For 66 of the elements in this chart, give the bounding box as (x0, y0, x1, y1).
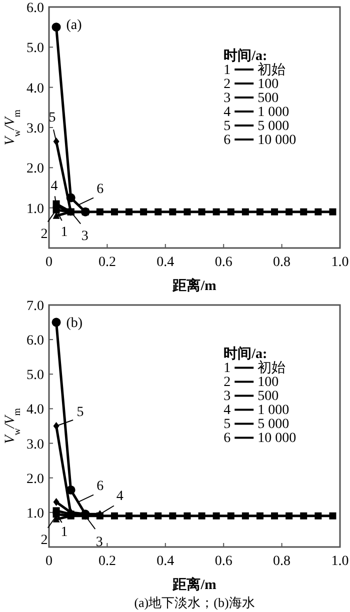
text: 5 (224, 417, 231, 432)
y-tick-label: 5.0 (26, 41, 44, 56)
text: 3 (224, 389, 231, 404)
x-tick-label: 0.2 (98, 255, 116, 270)
legend-label: 初始 (258, 62, 286, 78)
text: 2 (224, 375, 231, 390)
text: (a) (66, 18, 82, 33)
y-tick-label: 2.0 (26, 162, 44, 177)
legend-label: 10 000 (258, 431, 296, 446)
y-tick-label: 4.0 (26, 402, 44, 418)
y-tick-label: 6.0 (26, 1, 44, 16)
text: 5 (224, 119, 231, 134)
x-tick-label: 0.2 (98, 554, 116, 569)
y-tick-label: 3.0 (26, 437, 44, 452)
text: 1 (224, 361, 231, 376)
legend-label: 初始 (258, 360, 286, 376)
annotation: 4 (50, 178, 58, 194)
x-axis-title: 距离/m (172, 277, 217, 294)
text: 2 (224, 77, 231, 92)
annotation: 6 (96, 479, 104, 494)
annotation: 3 (81, 228, 88, 244)
text: 4 (224, 403, 231, 418)
y-tick-label: 7.0 (26, 299, 44, 314)
legend-label: 100 (258, 77, 279, 92)
text: 3 (224, 91, 231, 106)
legend-label: 500 (258, 91, 279, 106)
x-tick-label: 0.8 (273, 255, 291, 270)
legend-label: 1 000 (258, 105, 290, 120)
y-tick-label: 5.0 (26, 368, 44, 384)
legend-label: 10 000 (258, 133, 296, 148)
x-tick-label: 0.4 (156, 255, 174, 270)
legend-label: 1 000 (258, 403, 290, 418)
legend-label: 5 000 (258, 417, 290, 432)
text: 1 (224, 63, 231, 78)
legend-label: 5 000 (258, 119, 290, 134)
y-tick-label: 6.0 (26, 334, 44, 349)
annotation: 3 (96, 534, 103, 550)
text: (a)地下淡水；(b)海水 (134, 595, 255, 610)
x-tick-label: 0.6 (214, 255, 232, 270)
annotation: 1 (60, 525, 68, 540)
x-tick-label: 0.4 (156, 554, 174, 569)
y-tick-label: 3.0 (26, 122, 44, 136)
annotation: 2 (40, 532, 48, 548)
annotation: 1 (60, 224, 68, 240)
y-tick-label: 1.0 (26, 202, 44, 217)
x-tick-label: 1.0 (331, 554, 349, 569)
annotation: 6 (96, 182, 104, 198)
x-tick-label: 0 (46, 255, 52, 270)
annotation: 4 (116, 489, 124, 504)
x-tick-label: 0.8 (273, 554, 291, 569)
x-axis-title: 距离/m (172, 576, 217, 593)
text: (b) (66, 316, 83, 331)
legend-label: 100 (258, 375, 279, 390)
x-tick-label: 0.6 (214, 554, 232, 569)
text: 4 (224, 105, 231, 120)
annotation: 5 (48, 110, 56, 126)
annotation: 2 (40, 226, 48, 242)
annotation: 5 (76, 405, 84, 420)
legend-label: 500 (258, 389, 279, 404)
y-tick-label: 4.0 (26, 81, 44, 96)
x-tick-label: 0 (46, 554, 52, 569)
text: 6 (224, 133, 231, 148)
text: 6 (224, 431, 231, 446)
y-tick-label: 2.0 (26, 472, 44, 487)
x-tick-label: 1.0 (331, 255, 349, 270)
y-tick-label: 1.0 (26, 506, 44, 522)
